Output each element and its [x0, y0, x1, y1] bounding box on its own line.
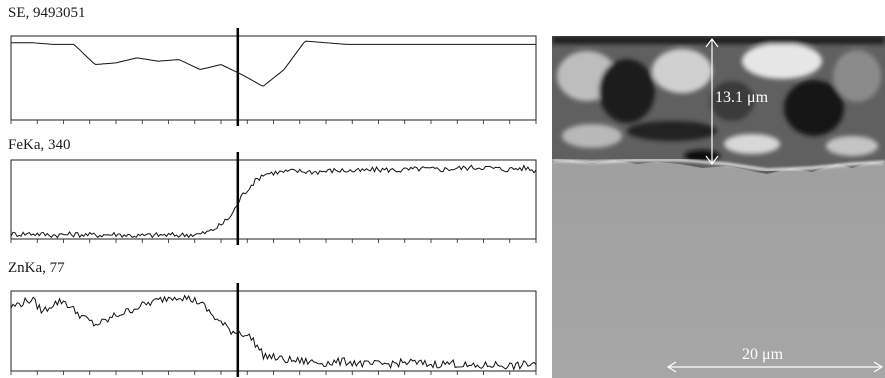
se-trace-title: SE, 9493051: [8, 5, 86, 21]
thickness-arrow: [705, 38, 719, 165]
coating-texture: [552, 36, 885, 162]
thickness-label: 13.1 μm: [715, 89, 769, 106]
feka-plot-frame: [10, 159, 537, 240]
feka-trace-chart: [10, 152, 537, 245]
feka-series-line: [10, 164, 537, 239]
interface-highlight: [552, 158, 885, 172]
znka-trace-title: ZnKa, 77: [8, 260, 65, 276]
feka-trace-title: FeKa, 340: [8, 137, 71, 153]
znka-trace-chart: [10, 283, 537, 377]
scale-bar-label: 20 μm: [742, 346, 784, 363]
znka-plot-frame: [10, 290, 537, 372]
se-series-line: [11, 40, 536, 87]
scale-bar-arrow: [666, 361, 884, 373]
sem-cross-section-image: 13.1 μm 20 μm: [552, 36, 885, 378]
se-trace-chart: [10, 28, 537, 126]
znka-series-line: [10, 294, 537, 371]
